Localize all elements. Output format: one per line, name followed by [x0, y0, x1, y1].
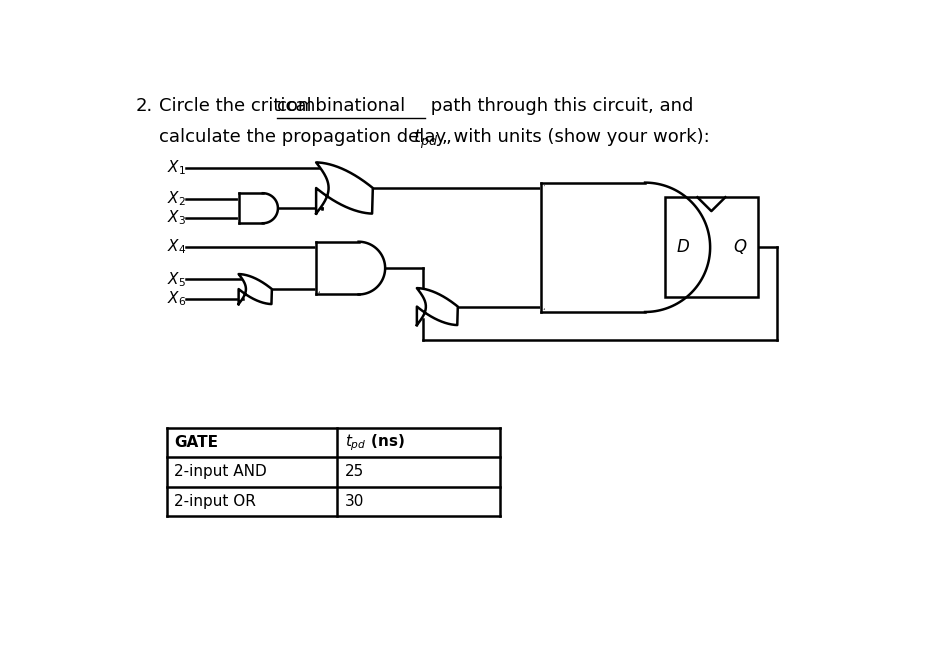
Text: $t_{pd}$ (ns): $t_{pd}$ (ns) — [345, 432, 405, 453]
Text: 2-input AND: 2-input AND — [174, 464, 267, 479]
Text: $X_1$: $X_1$ — [167, 158, 186, 177]
Text: combinational: combinational — [277, 97, 405, 115]
Text: 2.: 2. — [136, 97, 153, 115]
Text: $t_{pd}$: $t_{pd}$ — [413, 128, 438, 151]
Text: path through this circuit, and: path through this circuit, and — [426, 97, 694, 115]
Text: Circle the critical: Circle the critical — [159, 97, 318, 115]
Polygon shape — [316, 162, 373, 214]
Polygon shape — [541, 182, 710, 312]
Polygon shape — [239, 193, 278, 223]
Text: $X_6$: $X_6$ — [167, 289, 186, 308]
Text: 25: 25 — [345, 464, 364, 479]
Text: Q: Q — [733, 238, 746, 256]
Polygon shape — [239, 274, 272, 304]
Text: , with units (show your work):: , with units (show your work): — [442, 128, 709, 146]
Text: $X_5$: $X_5$ — [167, 270, 186, 289]
Text: calculate the propagation delay,: calculate the propagation delay, — [159, 128, 458, 146]
Text: GATE: GATE — [174, 435, 218, 450]
Text: $X_3$: $X_3$ — [167, 209, 186, 227]
Text: $X_4$: $X_4$ — [167, 238, 186, 256]
Bar — [665, 198, 757, 298]
Text: 30: 30 — [345, 494, 364, 509]
Polygon shape — [417, 288, 458, 325]
Polygon shape — [316, 242, 385, 294]
Text: 2-input OR: 2-input OR — [174, 494, 256, 509]
Text: $X_2$: $X_2$ — [167, 189, 185, 208]
Text: D: D — [677, 238, 689, 256]
